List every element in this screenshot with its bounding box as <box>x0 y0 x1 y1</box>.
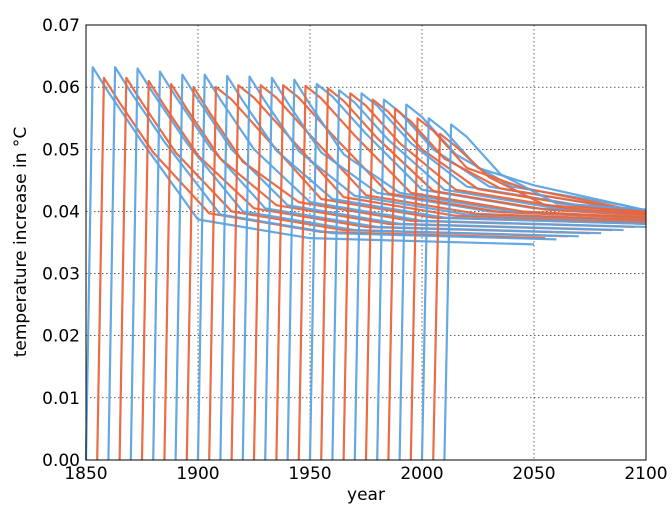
plot-frame <box>85 24 647 461</box>
x-tick-label: 2100 <box>624 464 667 484</box>
series-line <box>196 73 647 461</box>
series-line <box>107 66 557 461</box>
series-line <box>84 66 535 461</box>
series-line <box>286 78 647 461</box>
y-tick-label: 0.04 <box>42 202 80 222</box>
series-line <box>241 75 647 461</box>
series-line <box>163 82 613 461</box>
y-tick-label: 0.07 <box>42 16 80 36</box>
x-tick-label: 2050 <box>512 464 555 484</box>
series-line <box>320 87 647 461</box>
series-line <box>342 92 647 461</box>
x-tick-label: 1950 <box>288 464 331 484</box>
series-line <box>275 84 647 461</box>
series-line <box>432 132 647 461</box>
y-tick-label: 0.02 <box>42 327 80 347</box>
series-line <box>140 79 591 461</box>
x-tick-label: 1900 <box>176 464 219 484</box>
y-tick-label: 0.00 <box>42 451 80 471</box>
x-tick-label: 2000 <box>400 464 443 484</box>
series-line <box>118 76 568 461</box>
series-line <box>331 89 647 461</box>
series-line <box>420 117 647 461</box>
series-line <box>443 123 647 461</box>
series-line <box>219 74 647 461</box>
x-axis-label: year <box>347 485 385 505</box>
y-tick-label: 0.01 <box>42 389 80 409</box>
series-line <box>185 86 635 461</box>
series-line <box>364 98 647 461</box>
series-line <box>174 73 624 461</box>
series-line <box>129 67 579 461</box>
series-line <box>264 76 647 461</box>
y-tick-label: 0.05 <box>42 140 80 160</box>
y-tick-label: 0.06 <box>42 78 80 98</box>
y-tick-label: 0.03 <box>42 265 80 285</box>
y-axis-label: temperature increase in °C <box>11 127 31 358</box>
series-line <box>152 70 602 461</box>
series-line <box>208 86 647 461</box>
x-tick-label: 1850 <box>64 464 107 484</box>
series-line <box>297 84 647 461</box>
